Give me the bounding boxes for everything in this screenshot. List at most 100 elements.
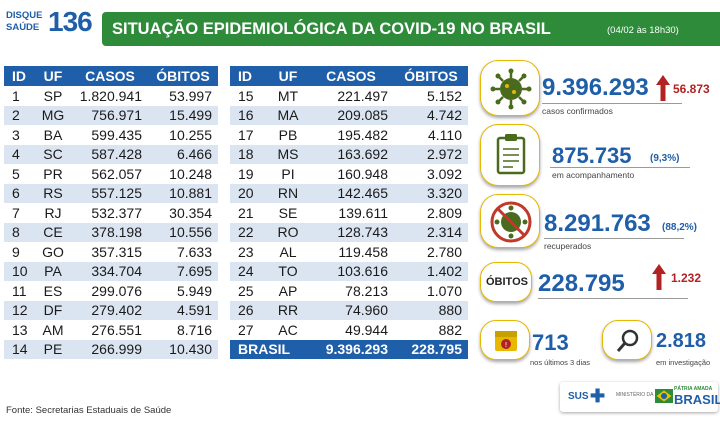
brand-line2: SAÚDE bbox=[6, 22, 40, 33]
table-header-row: ID UF CASOS ÓBITOS bbox=[230, 66, 468, 86]
table-row: 2 MG 756.971 15.499 bbox=[4, 105, 218, 125]
investigation-label: em investigação bbox=[656, 358, 711, 367]
cell-uf: BA bbox=[34, 125, 72, 145]
cell-casos: 557.125 bbox=[72, 183, 148, 203]
recent-label: nos últimos 3 dias bbox=[530, 358, 591, 367]
cell-obitos: 5.152 bbox=[394, 86, 468, 106]
confirmed-icon-box bbox=[480, 60, 540, 116]
title-bar: SITUAÇÃO EPIDEMIOLÓGICA DA COVID-19 NO B… bbox=[102, 12, 720, 46]
table-row: 6 RS 557.125 10.881 bbox=[4, 183, 218, 203]
cell-id: 24 bbox=[230, 261, 268, 281]
investigation-icon-box bbox=[602, 320, 652, 360]
table-row: 23 AL 119.458 2.780 bbox=[230, 242, 468, 262]
cell-obitos: 3.320 bbox=[394, 183, 468, 203]
table-row: 18 MS 163.692 2.972 bbox=[230, 144, 468, 164]
cell-uf: PB bbox=[268, 125, 308, 145]
deaths-value: 228.795 bbox=[538, 270, 625, 297]
cell-casos: 119.458 bbox=[308, 242, 394, 262]
cell-obitos: 53.997 bbox=[148, 86, 218, 106]
table-row: 17 PB 195.482 4.110 bbox=[230, 125, 468, 145]
cell-uf: PR bbox=[34, 164, 72, 184]
table-row: 14 PE 266.999 10.430 bbox=[4, 339, 218, 359]
confirmed-delta: 56.873 bbox=[673, 82, 710, 96]
cell-id: 12 bbox=[4, 300, 34, 320]
cell-id: 27 bbox=[230, 320, 268, 340]
cell-uf: MS bbox=[268, 144, 308, 164]
table-header-row: ID UF CASOS ÓBITOS bbox=[4, 66, 218, 86]
col-header-uf: UF bbox=[34, 66, 72, 86]
cell-obitos: 3.092 bbox=[394, 164, 468, 184]
deaths-badge: ÓBITOS bbox=[480, 262, 532, 302]
table-row: 25 AP 78.213 1.070 bbox=[230, 281, 468, 301]
table-row: 4 SC 587.428 6.466 bbox=[4, 144, 218, 164]
svg-text:!: ! bbox=[505, 341, 508, 349]
col-header-id: ID bbox=[4, 66, 34, 86]
cell-uf: MA bbox=[268, 105, 308, 125]
monitoring-value: 875.735 bbox=[552, 143, 632, 168]
cell-uf: MG bbox=[34, 105, 72, 125]
page-title: SITUAÇÃO EPIDEMIOLÓGICA DA COVID-19 NO B… bbox=[112, 20, 551, 38]
cell-uf: PA bbox=[34, 261, 72, 281]
divider bbox=[542, 103, 682, 104]
cell-uf: RN bbox=[268, 183, 308, 203]
divider bbox=[550, 167, 690, 168]
report-date: (04/02 às 18h30) bbox=[607, 25, 679, 36]
table-row: 16 MA 209.085 4.742 bbox=[230, 105, 468, 125]
cell-uf: MT bbox=[268, 86, 308, 106]
cell-id: 5 bbox=[4, 164, 34, 184]
cell-id: 11 bbox=[4, 281, 34, 301]
recovered-icon-box bbox=[480, 194, 540, 248]
cell-id: 18 bbox=[230, 144, 268, 164]
cell-casos: 209.085 bbox=[308, 105, 394, 125]
cell-obitos: 2.972 bbox=[394, 144, 468, 164]
table-row: 12 DF 279.402 4.591 bbox=[4, 300, 218, 320]
cell-id: 14 bbox=[4, 339, 34, 359]
col-header-casos: CASOS bbox=[72, 66, 148, 86]
cell-obitos: 4.110 bbox=[394, 125, 468, 145]
cell-id: 7 bbox=[4, 203, 34, 223]
sus-logo: SUS bbox=[568, 391, 589, 402]
col-header-obitos: ÓBITOS bbox=[148, 66, 218, 86]
table-row: 8 CE 378.198 10.556 bbox=[4, 222, 218, 242]
table-row: 19 PI 160.948 3.092 bbox=[230, 164, 468, 184]
cell-casos: 139.611 bbox=[308, 203, 394, 223]
col-header-obitos: ÓBITOS bbox=[394, 66, 468, 86]
table-row: 20 RN 142.465 3.320 bbox=[230, 183, 468, 203]
recovered-pct: (88,2%) bbox=[662, 222, 698, 233]
cell-casos: 599.435 bbox=[72, 125, 148, 145]
magnifier-icon bbox=[616, 329, 639, 352]
up-arrow-icon bbox=[656, 75, 670, 101]
cell-casos: 279.402 bbox=[72, 300, 148, 320]
states-table-left: ID UF CASOS ÓBITOS 1 SP 1.820.941 53.997 2 MG… bbox=[4, 66, 218, 359]
cell-obitos: 2.780 bbox=[394, 242, 468, 262]
total-label: BRASIL bbox=[230, 339, 308, 359]
cell-obitos: 15.499 bbox=[148, 105, 218, 125]
confirmed-label: casos confirmados bbox=[542, 106, 613, 116]
sus-plus-icon: ✚ bbox=[590, 386, 606, 406]
col-header-id: ID bbox=[230, 66, 268, 86]
confirmed-value: 9.396.293 bbox=[542, 74, 649, 101]
divider bbox=[538, 298, 688, 299]
cell-id: 15 bbox=[230, 86, 268, 106]
cell-casos: 163.692 bbox=[308, 144, 394, 164]
cell-obitos: 6.466 bbox=[148, 144, 218, 164]
cell-uf: AC bbox=[268, 320, 308, 340]
brand-line1: DISQUE bbox=[6, 10, 43, 21]
cell-obitos: 882 bbox=[394, 320, 468, 340]
cell-uf: AL bbox=[268, 242, 308, 262]
cell-casos: 266.999 bbox=[72, 339, 148, 359]
cell-obitos: 2.809 bbox=[394, 203, 468, 223]
cell-uf: RO bbox=[268, 222, 308, 242]
col-header-uf: UF bbox=[268, 66, 308, 86]
cell-uf: CE bbox=[34, 222, 72, 242]
investigation-value: 2.818 bbox=[656, 330, 707, 352]
table-row: 22 RO 128.743 2.314 bbox=[230, 222, 468, 242]
monitoring-label: em acompanhamento bbox=[552, 170, 635, 180]
government-logos: SUS ✚ MINISTÉRIO DA SAÚDE PÁTRIA AMADA B… bbox=[560, 382, 720, 412]
recovered-value: 8.291.763 bbox=[544, 210, 651, 237]
cell-obitos: 7.633 bbox=[148, 242, 218, 262]
cell-obitos: 2.314 bbox=[394, 222, 468, 242]
cell-id: 22 bbox=[230, 222, 268, 242]
cell-uf: SE bbox=[268, 203, 308, 223]
cell-casos: 532.377 bbox=[72, 203, 148, 223]
